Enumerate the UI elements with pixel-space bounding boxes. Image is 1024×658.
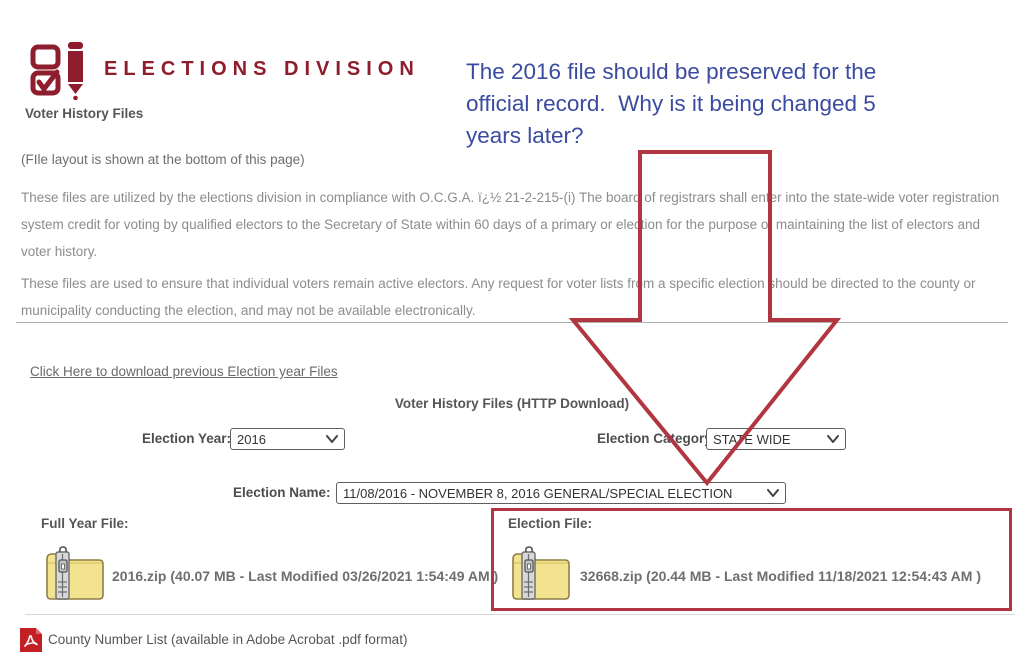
chevron-down-icon	[827, 435, 839, 443]
usage-paragraph: These files are used to ensure that indi…	[21, 276, 976, 318]
election-year-label-text: Election Year:	[142, 431, 232, 446]
previous-years-link[interactable]: Click Here to download previous Election…	[30, 364, 338, 379]
page-title: Voter History Files	[25, 106, 144, 121]
brand-title: ELECTIONS DIVISION	[104, 58, 420, 80]
compliance-paragraph: These files are utilized by the election…	[21, 190, 1000, 259]
election-year-value: 2016	[237, 431, 266, 447]
annotation-text: The 2016 file should be preserved for th…	[466, 59, 883, 148]
zipped-folder-icon[interactable]	[42, 546, 106, 604]
election-category-label: Election Category:	[597, 431, 717, 446]
election-name-select[interactable]: 11/08/2016 - NOVEMBER 8, 2016 GENERAL/SP…	[336, 482, 786, 504]
elections-division-logo-icon	[30, 42, 83, 100]
election-category-select[interactable]: STATE WIDE	[706, 428, 846, 450]
full-year-file-label: Full Year File:	[41, 516, 129, 531]
file-layout-note: (FIle layout is shown at the bottom of t…	[21, 152, 305, 167]
adobe-pdf-icon[interactable]	[18, 627, 43, 653]
full-year-zip-link[interactable]: 2016.zip (40.07 MB - Last Modified 03/26…	[112, 568, 499, 584]
election-name-value: 11/08/2016 - NOVEMBER 8, 2016 GENERAL/SP…	[343, 485, 733, 501]
election-year-select[interactable]: 2016	[230, 428, 345, 450]
section-divider	[16, 322, 1008, 323]
bottom-divider	[25, 614, 1015, 615]
election-name-label: Election Name:	[233, 485, 331, 500]
chevron-down-icon	[767, 489, 779, 497]
county-number-list-link[interactable]: County Number List (available in Adobe A…	[48, 632, 408, 647]
election-file-label: Election File:	[508, 516, 593, 531]
chevron-down-icon	[326, 435, 338, 443]
election-year-label: Election Year:*	[142, 431, 236, 446]
http-download-heading: Voter History Files (HTTP Download)	[394, 396, 630, 411]
zipped-folder-icon[interactable]	[508, 546, 572, 604]
election-zip-link[interactable]: 32668.zip (20.44 MB - Last Modified 11/1…	[580, 568, 981, 584]
election-category-value: STATE WIDE	[713, 431, 791, 447]
